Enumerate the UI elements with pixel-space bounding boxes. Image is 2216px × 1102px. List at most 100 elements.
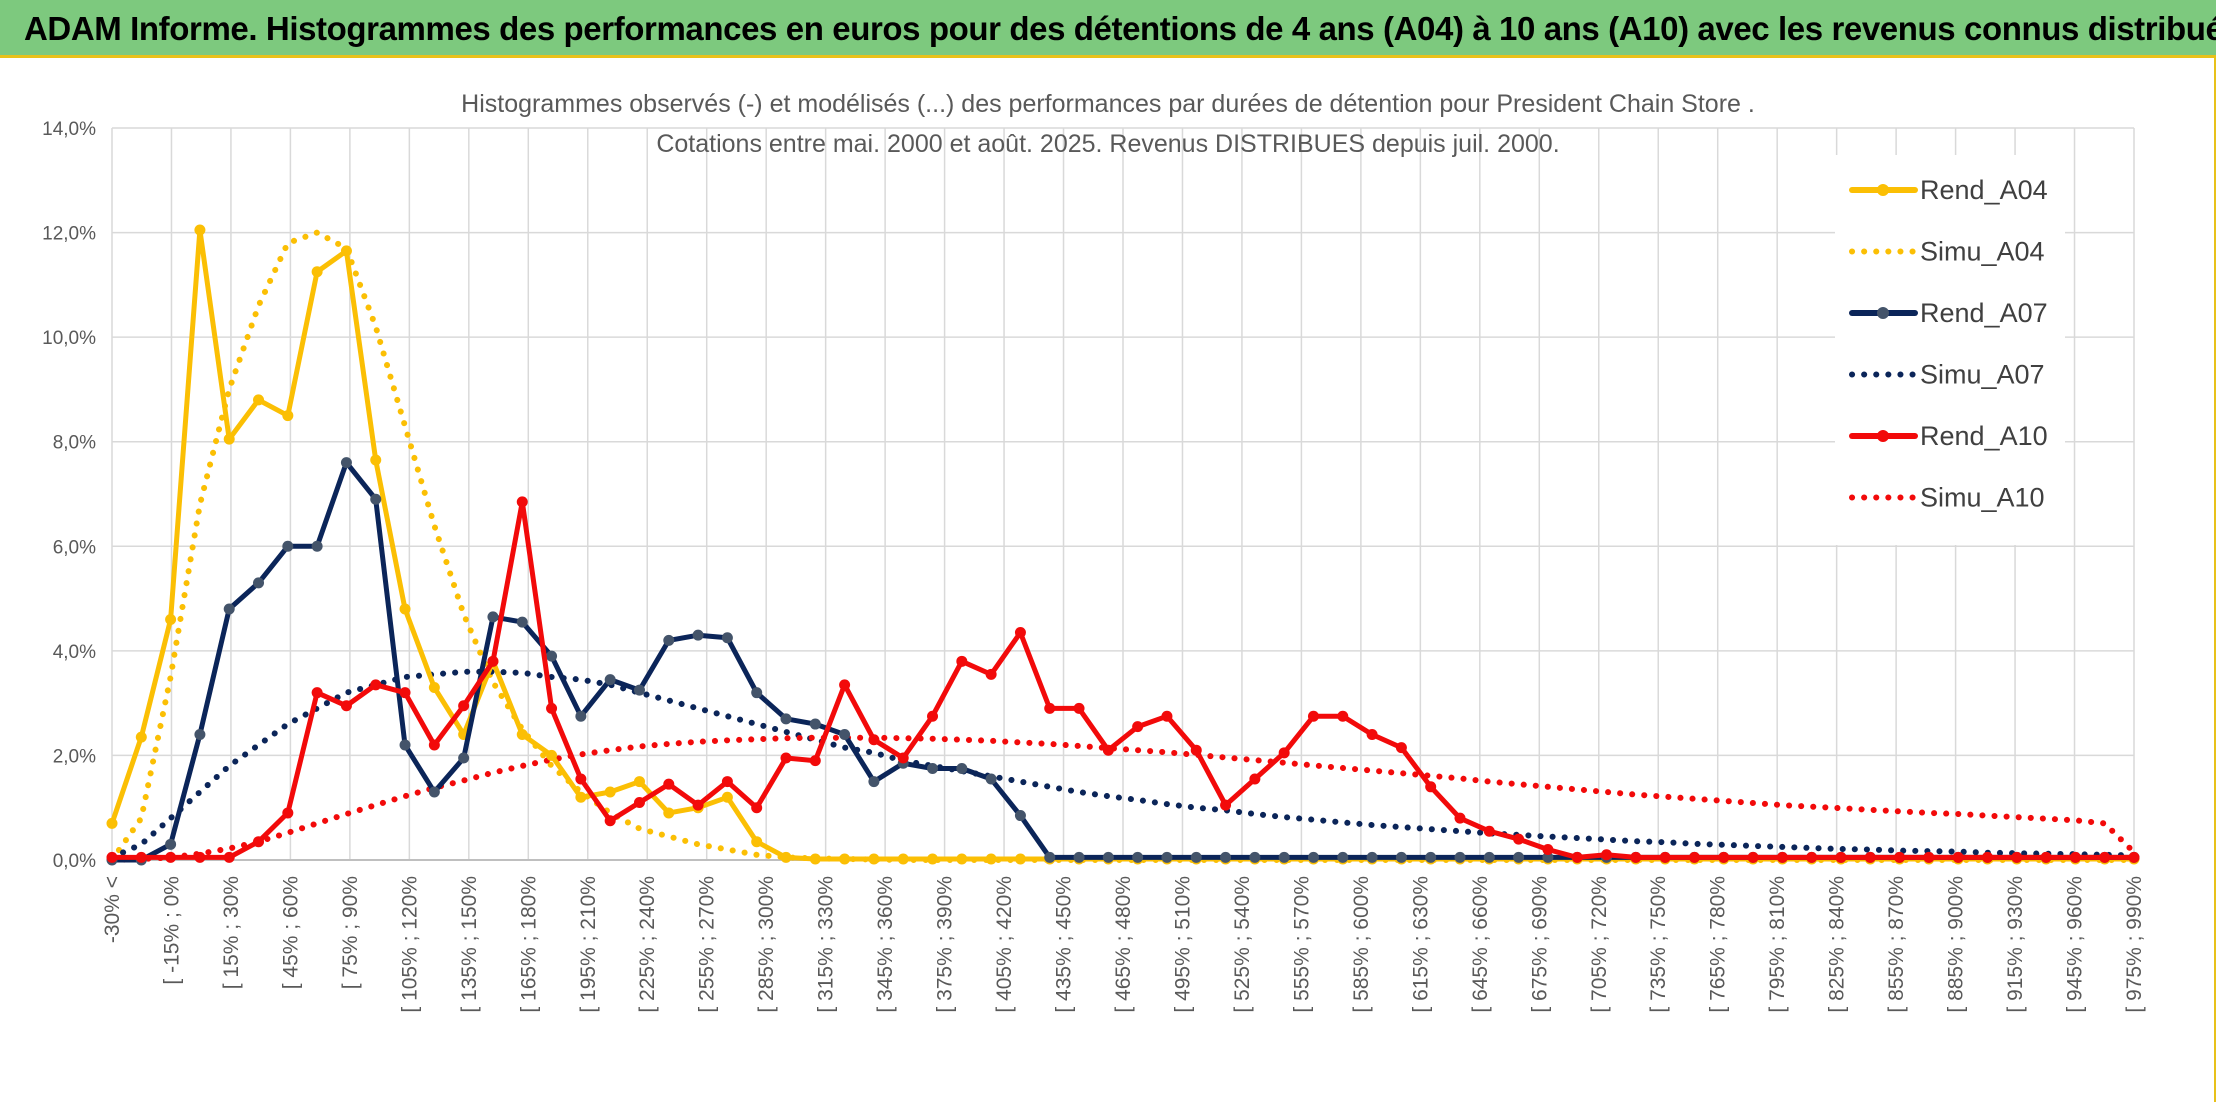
x-tick-label: [ 825% ; 840% (1826, 876, 1849, 1013)
data-point (604, 674, 616, 686)
data-point (1337, 851, 1349, 863)
data-point (1513, 851, 1525, 863)
data-point (868, 734, 880, 746)
data-point (721, 791, 733, 803)
x-tick-label: [ -15% ; 0% (160, 876, 183, 985)
data-point (692, 629, 704, 641)
data-point (1161, 851, 1173, 863)
data-point (223, 851, 235, 863)
x-tick-label: [ 885% ; 900% (1945, 876, 1968, 1013)
x-tick-label: [ 915% ; 930% (2004, 876, 2027, 1013)
x-tick-label: [ 435% ; 450% (1053, 876, 1076, 1013)
x-tick-label: [ 735% ; 750% (1647, 876, 1670, 1013)
data-point (663, 807, 675, 819)
data-point (546, 650, 558, 662)
data-point (253, 836, 265, 848)
data-point (604, 815, 616, 827)
data-point (751, 802, 763, 814)
data-point (809, 853, 821, 865)
data-point (1425, 851, 1437, 863)
series-Simu_A07 (109, 668, 2137, 861)
data-point (1571, 851, 1583, 863)
series-Simu_A10 (109, 734, 2137, 863)
x-tick-label: [ 855% ; 870% (1885, 876, 1908, 1013)
data-point (1864, 851, 1876, 863)
chart-subtitle: Cotations entre mai. 2000 et août. 2025.… (656, 130, 1559, 158)
data-point (546, 702, 558, 714)
data-point (516, 496, 528, 508)
data-point (956, 853, 968, 865)
data-point (1454, 812, 1466, 824)
data-point (194, 224, 206, 236)
data-point (1395, 851, 1407, 863)
data-point (927, 853, 939, 865)
data-point (1073, 702, 1085, 714)
data-point (165, 851, 177, 863)
legend-box (1835, 155, 2065, 545)
data-point (340, 700, 352, 712)
series-layer (106, 224, 2140, 866)
data-point (458, 700, 470, 712)
x-tick-label: [ 255% ; 270% (696, 876, 719, 1013)
data-point (1483, 851, 1495, 863)
data-point (2069, 851, 2081, 863)
legend-label: Rend_A10 (1920, 421, 2048, 451)
data-point (1952, 851, 1964, 863)
data-point (1542, 851, 1554, 863)
data-point (2011, 851, 2023, 863)
data-point (370, 679, 382, 691)
data-point (780, 752, 792, 764)
data-point (633, 796, 645, 808)
data-point (839, 853, 851, 865)
x-tick-label: [ 375% ; 390% (934, 876, 957, 1013)
x-tick-label: [ 525% ; 540% (1231, 876, 1254, 1013)
legend-label: Simu_A07 (1920, 360, 2045, 390)
y-tick-label: 8,0% (53, 433, 96, 454)
data-point (780, 713, 792, 725)
data-point (663, 778, 675, 790)
data-point (1337, 710, 1349, 722)
legend-item: Rend_A07 (1849, 298, 2048, 328)
data-point (1776, 851, 1788, 863)
data-point (1102, 744, 1114, 756)
legend-label: Simu_A04 (1920, 237, 2045, 267)
data-point (1981, 851, 1993, 863)
x-tick-label: [ 615% ; 630% (1409, 876, 1432, 1013)
data-point (1542, 844, 1554, 856)
legend-label: Rend_A04 (1920, 175, 2048, 205)
y-tick-label: 4,0% (53, 642, 96, 663)
data-point (663, 634, 675, 646)
data-point (1366, 851, 1378, 863)
y-tick-label: 12,0% (42, 224, 96, 245)
series-line (109, 668, 2137, 861)
data-point (985, 853, 997, 865)
data-point (1688, 851, 1700, 863)
data-point (428, 739, 440, 751)
data-point (399, 687, 411, 699)
y-tick-label: 6,0% (53, 537, 96, 558)
x-tick-label: [ 675% ; 690% (1528, 876, 1551, 1013)
data-point (1923, 851, 1935, 863)
y-axis: 0,0% 2,0% 4,0% 6,0% 8,0% 10,0% 12,0% 14,0% (42, 119, 96, 872)
data-point (897, 752, 909, 764)
x-tick-label: [ 705% ; 720% (1588, 876, 1611, 1013)
y-tick-label: 10,0% (42, 328, 96, 349)
data-point (1220, 851, 1232, 863)
data-point (516, 729, 528, 741)
x-tick-label: [ 315% ; 330% (815, 876, 838, 1013)
data-point (809, 755, 821, 767)
chart-grid (111, 127, 2135, 861)
data-point (1894, 851, 1906, 863)
data-point (106, 817, 118, 829)
data-point (1014, 627, 1026, 639)
x-tick-label: [ 765% ; 780% (1707, 876, 1730, 1013)
data-point (985, 773, 997, 785)
data-point (311, 266, 323, 278)
data-point (1132, 721, 1144, 733)
legend-label: Simu_A10 (1920, 483, 2045, 513)
data-point (428, 681, 440, 693)
data-point (458, 752, 470, 764)
y-tick-label: 0,0% (53, 851, 96, 872)
x-tick-label: [ 585% ; 600% (1350, 876, 1373, 1013)
data-point (1307, 851, 1319, 863)
